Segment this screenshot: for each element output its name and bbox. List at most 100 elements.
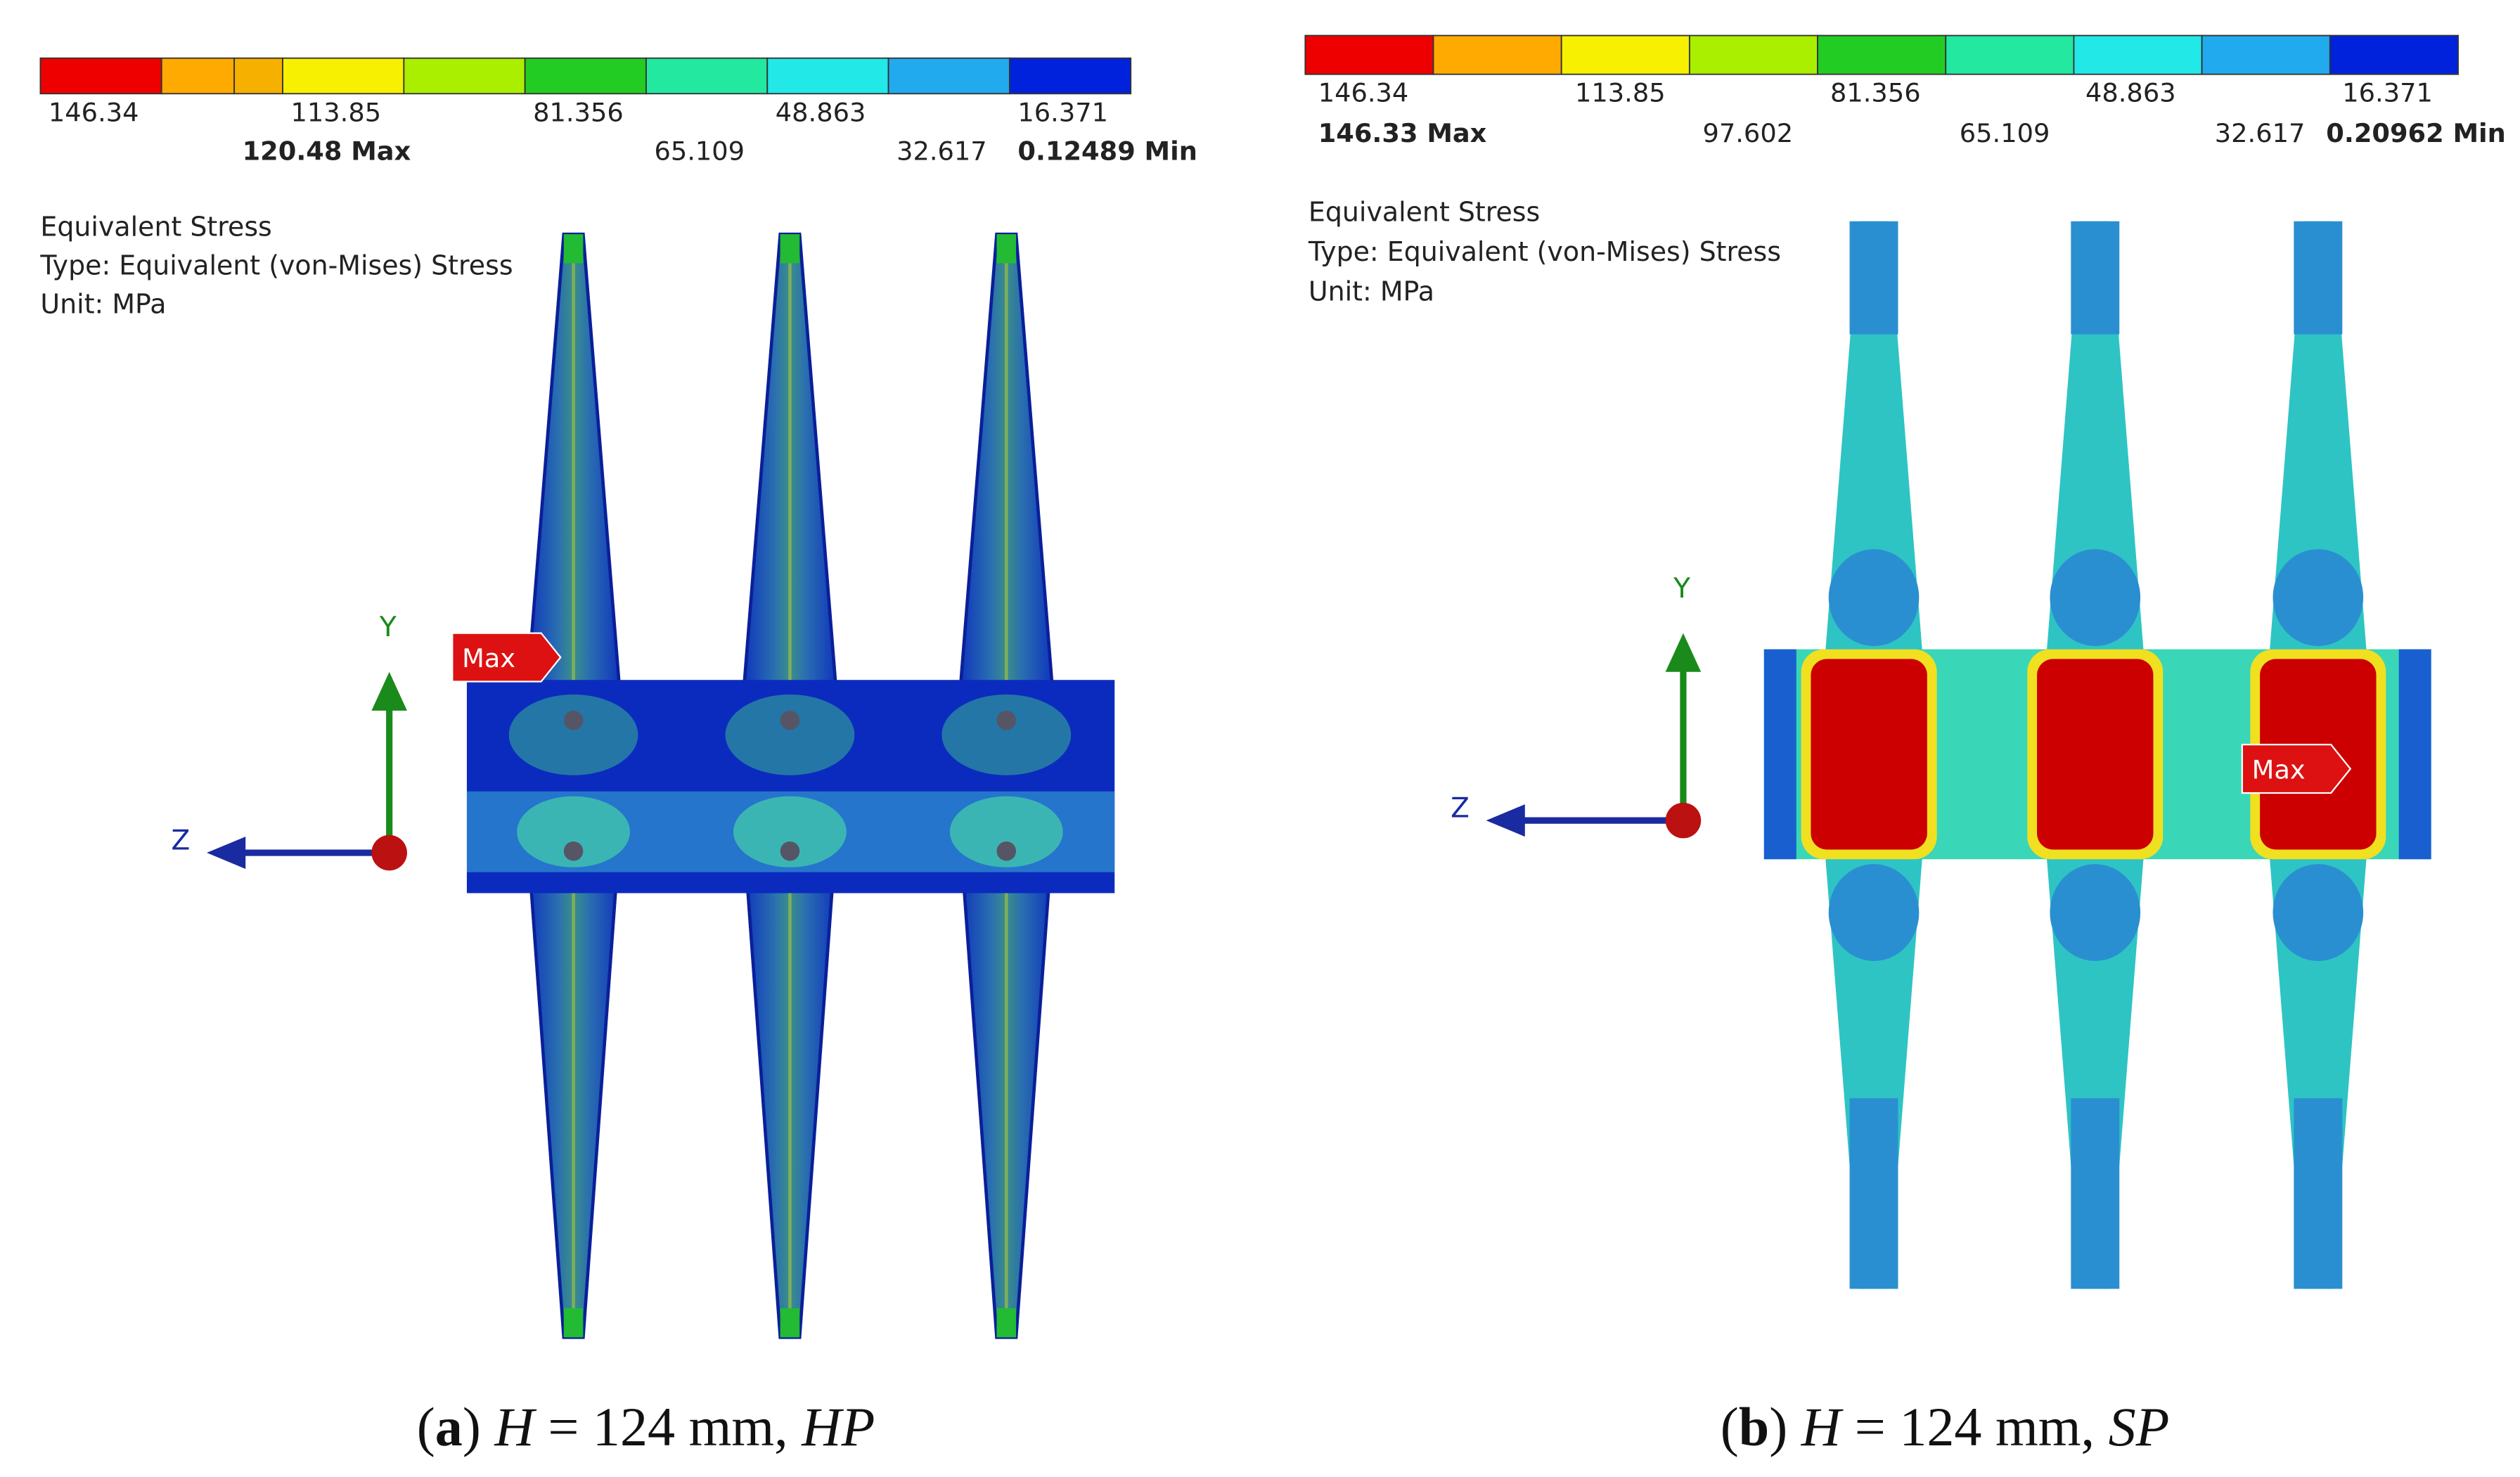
colorbar-segment xyxy=(2329,34,2459,75)
legend-label: 32.617 xyxy=(2215,118,2306,148)
axis-origin xyxy=(371,834,407,871)
colorbar-segment xyxy=(887,57,1010,95)
bolt xyxy=(563,841,584,861)
colorbar-segment xyxy=(1432,34,1562,75)
colorbar-segment xyxy=(282,57,405,95)
blade-tip xyxy=(780,1308,800,1338)
caption-part: a xyxy=(435,1396,463,1457)
axis-y-head xyxy=(1665,633,1702,672)
caption-part: SP xyxy=(2109,1396,2170,1457)
legend-label: 48.863 xyxy=(776,97,866,127)
stress-zone xyxy=(1849,1098,1898,1289)
legend-label: 97.602 xyxy=(1702,118,1793,148)
axis-y-head xyxy=(371,671,407,711)
colorbar-segment xyxy=(1688,34,1818,75)
caption-part: H xyxy=(494,1396,536,1457)
axis-label: Z xyxy=(172,825,191,856)
colorbar-segment xyxy=(645,57,769,95)
legend-label: 16.371 xyxy=(1017,97,1108,127)
max-tag xyxy=(451,632,562,683)
axis-label: Y xyxy=(379,612,397,643)
caption-part: H xyxy=(1801,1396,1844,1457)
plate-edge xyxy=(1763,649,1796,860)
colorbar-segment xyxy=(1008,57,1132,95)
colorbar-segment xyxy=(766,57,889,95)
axis-label: Y xyxy=(1673,573,1690,605)
bolt xyxy=(780,710,800,730)
legend-label: 81.356 xyxy=(533,97,624,127)
caption-part: = 124 mm, xyxy=(1855,1396,2095,1457)
caption-part: = 124 mm, xyxy=(548,1396,788,1457)
caption: (b) H = 124 mm, SP xyxy=(1721,1396,2170,1457)
stress-zone xyxy=(2294,221,2343,335)
stress-zone xyxy=(508,694,638,775)
axis-z-head xyxy=(207,837,246,870)
max-tag xyxy=(2241,743,2352,794)
stress-zone xyxy=(1828,549,1920,646)
stress-zone xyxy=(2037,659,2154,850)
bolt xyxy=(563,710,584,730)
stress-zone xyxy=(2272,549,2364,646)
colorbar-segment xyxy=(233,57,283,95)
blade-tip xyxy=(780,234,800,264)
axis-label: Z xyxy=(1451,792,1470,824)
legend-label: 81.356 xyxy=(1830,78,1921,108)
bolt xyxy=(996,710,1017,730)
colorbar-segment xyxy=(1560,34,1690,75)
stress-zone xyxy=(2071,1098,2120,1289)
legend-label: 0.12489 Min xyxy=(1017,136,1197,166)
legend-label: 146.34 xyxy=(1318,78,1409,108)
stress-zone xyxy=(2050,864,2141,961)
axis-origin xyxy=(1665,802,1702,839)
colorbar-segment xyxy=(1817,34,1947,75)
colorbar-segment xyxy=(1945,34,2075,75)
colorbar-segment xyxy=(2073,34,2203,75)
stress-zone xyxy=(1849,221,1898,335)
legend-label: 65.109 xyxy=(1960,118,2050,148)
result-info: Equivalent Stress xyxy=(40,211,271,242)
colorbar-segment xyxy=(403,57,526,95)
stress-zone xyxy=(733,796,847,868)
bolt xyxy=(780,841,800,861)
max-tag-label: Max xyxy=(2252,754,2306,785)
stress-zone xyxy=(941,694,1072,775)
colorbar-segment xyxy=(1304,34,1434,75)
bolt xyxy=(996,841,1017,861)
blade-tip xyxy=(563,1308,584,1338)
legend-label: 146.34 xyxy=(49,97,139,127)
result-info: Unit: MPa xyxy=(1309,276,1434,307)
colorbar-segment xyxy=(2201,34,2331,75)
stress-zone xyxy=(2294,1098,2343,1289)
stress-zone xyxy=(949,796,1063,868)
legend-label: 65.109 xyxy=(654,136,745,166)
stress-zone xyxy=(2272,864,2364,961)
plate-edge xyxy=(2398,649,2431,860)
legend-label: 113.85 xyxy=(1575,78,1666,108)
result-info: Unit: MPa xyxy=(40,289,166,320)
result-info: Equivalent Stress xyxy=(1309,197,1540,228)
blade-tip xyxy=(996,234,1017,264)
blade-tip xyxy=(563,234,584,264)
legend-label: 120.48 Max xyxy=(243,136,411,166)
blade-tip xyxy=(996,1308,1017,1338)
max-tag-label: Max xyxy=(462,643,515,673)
stress-zone xyxy=(517,796,630,868)
legend-label: 32.617 xyxy=(896,136,987,166)
colorbar-segment xyxy=(160,57,236,95)
stress-zone xyxy=(2071,221,2120,335)
legend-label: 48.863 xyxy=(2085,78,2176,108)
colorbar-segment xyxy=(524,57,647,95)
legend-label: 0.20962 Min xyxy=(2326,118,2506,148)
stress-zone xyxy=(2050,549,2141,646)
caption-part: b xyxy=(1739,1396,1769,1457)
stress-zone xyxy=(725,694,855,775)
colorbar-segment xyxy=(39,57,162,95)
axis-z-head xyxy=(1486,804,1525,837)
caption-part: HP xyxy=(801,1396,875,1457)
stress-zone xyxy=(1828,864,1920,961)
result-info: Type: Equivalent (von-Mises) Stress xyxy=(1308,236,1781,267)
legend-label: 113.85 xyxy=(291,97,382,127)
legend-label: 146.33 Max xyxy=(1318,118,1487,148)
result-info: Type: Equivalent (von-Mises) Stress xyxy=(39,250,513,281)
